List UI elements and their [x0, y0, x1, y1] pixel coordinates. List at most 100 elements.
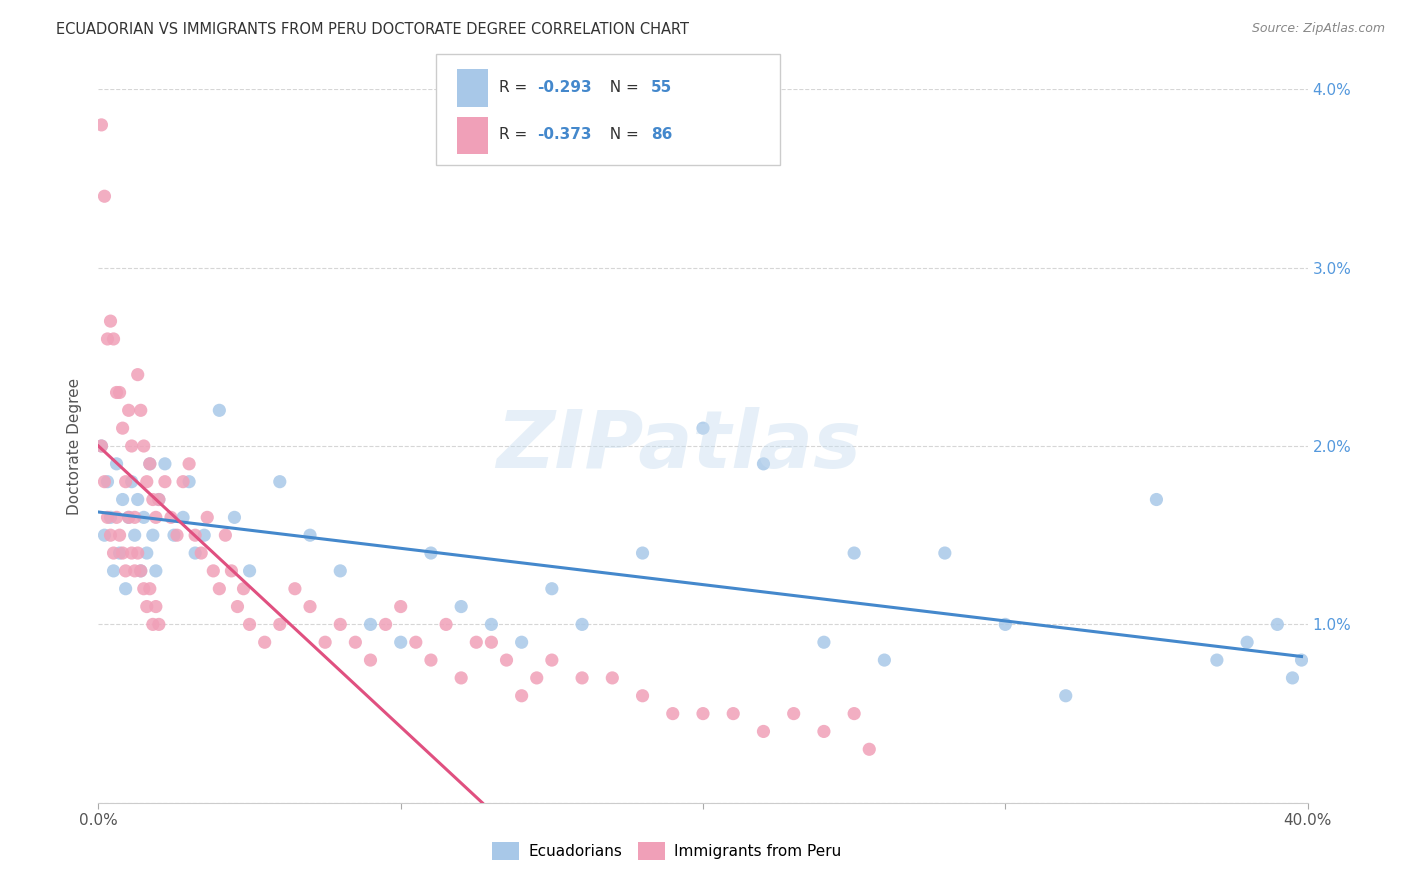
Point	[844, 706, 866, 721]
Point	[148, 492, 170, 507]
Point	[129, 403, 152, 417]
Text: R =: R =	[499, 79, 533, 95]
Point	[540, 653, 562, 667]
Point	[145, 564, 167, 578]
Point	[540, 582, 562, 596]
Point	[208, 582, 231, 596]
Point	[214, 528, 236, 542]
Point	[752, 457, 775, 471]
Point	[127, 368, 149, 382]
Point	[118, 510, 141, 524]
Point	[360, 653, 382, 667]
Point	[103, 546, 125, 560]
Text: 86: 86	[651, 127, 672, 142]
Point	[172, 510, 194, 524]
Point	[221, 564, 243, 578]
Point	[1291, 653, 1313, 667]
Point	[124, 528, 146, 542]
Text: R =: R =	[499, 127, 533, 142]
Point	[224, 510, 246, 524]
Point	[813, 724, 835, 739]
Point	[184, 528, 207, 542]
Point	[631, 689, 654, 703]
Point	[124, 564, 146, 578]
Point	[571, 617, 593, 632]
Point	[329, 617, 352, 632]
Point	[142, 617, 165, 632]
Point	[405, 635, 427, 649]
Point	[1267, 617, 1289, 632]
Point	[239, 617, 262, 632]
Point	[148, 492, 170, 507]
Text: N =: N =	[600, 127, 644, 142]
Point	[1236, 635, 1258, 649]
Point	[100, 528, 122, 542]
Point	[111, 492, 134, 507]
Point	[139, 457, 162, 471]
Point	[269, 475, 291, 489]
Point	[510, 689, 533, 703]
Point	[253, 635, 276, 649]
Point	[481, 635, 503, 649]
Point	[299, 528, 322, 542]
Point	[105, 510, 128, 524]
Point	[166, 528, 188, 542]
Text: Source: ZipAtlas.com: Source: ZipAtlas.com	[1251, 22, 1385, 36]
Point	[450, 671, 472, 685]
Point	[108, 528, 131, 542]
Point	[135, 475, 157, 489]
Point	[495, 653, 517, 667]
Point	[1206, 653, 1229, 667]
Point	[420, 546, 443, 560]
Text: -0.293: -0.293	[537, 79, 592, 95]
Point	[132, 510, 155, 524]
Text: 55: 55	[651, 79, 672, 95]
Point	[90, 118, 112, 132]
Point	[813, 635, 835, 649]
Point	[723, 706, 745, 721]
Point	[153, 475, 176, 489]
Point	[934, 546, 956, 560]
Point	[121, 439, 143, 453]
Point	[1281, 671, 1303, 685]
Point	[135, 546, 157, 560]
Point	[783, 706, 806, 721]
Point	[1144, 492, 1167, 507]
Point	[160, 510, 183, 524]
Point	[232, 582, 254, 596]
Point	[179, 475, 201, 489]
Point	[105, 385, 128, 400]
Point	[121, 546, 143, 560]
Point	[129, 564, 152, 578]
Point	[114, 564, 136, 578]
Point	[389, 599, 412, 614]
Point	[269, 617, 291, 632]
Y-axis label: Doctorate Degree: Doctorate Degree	[67, 377, 83, 515]
Point	[142, 528, 165, 542]
Point	[208, 403, 231, 417]
Point	[108, 546, 131, 560]
Point	[96, 510, 118, 524]
Text: ECUADORIAN VS IMMIGRANTS FROM PERU DOCTORATE DEGREE CORRELATION CHART: ECUADORIAN VS IMMIGRANTS FROM PERU DOCTO…	[56, 22, 689, 37]
Point	[142, 492, 165, 507]
Point	[226, 599, 249, 614]
Point	[571, 671, 593, 685]
Point	[103, 564, 125, 578]
Point	[692, 706, 714, 721]
Point	[93, 475, 115, 489]
Point	[193, 528, 215, 542]
Point	[420, 653, 443, 667]
Point	[100, 314, 122, 328]
Point	[124, 510, 146, 524]
Point	[127, 492, 149, 507]
Point	[344, 635, 367, 649]
Point	[139, 582, 162, 596]
Point	[148, 617, 170, 632]
Point	[434, 617, 457, 632]
Point	[129, 564, 152, 578]
Point	[661, 706, 683, 721]
Point	[135, 599, 157, 614]
Point	[314, 635, 336, 649]
Point	[96, 332, 118, 346]
Point	[179, 457, 201, 471]
